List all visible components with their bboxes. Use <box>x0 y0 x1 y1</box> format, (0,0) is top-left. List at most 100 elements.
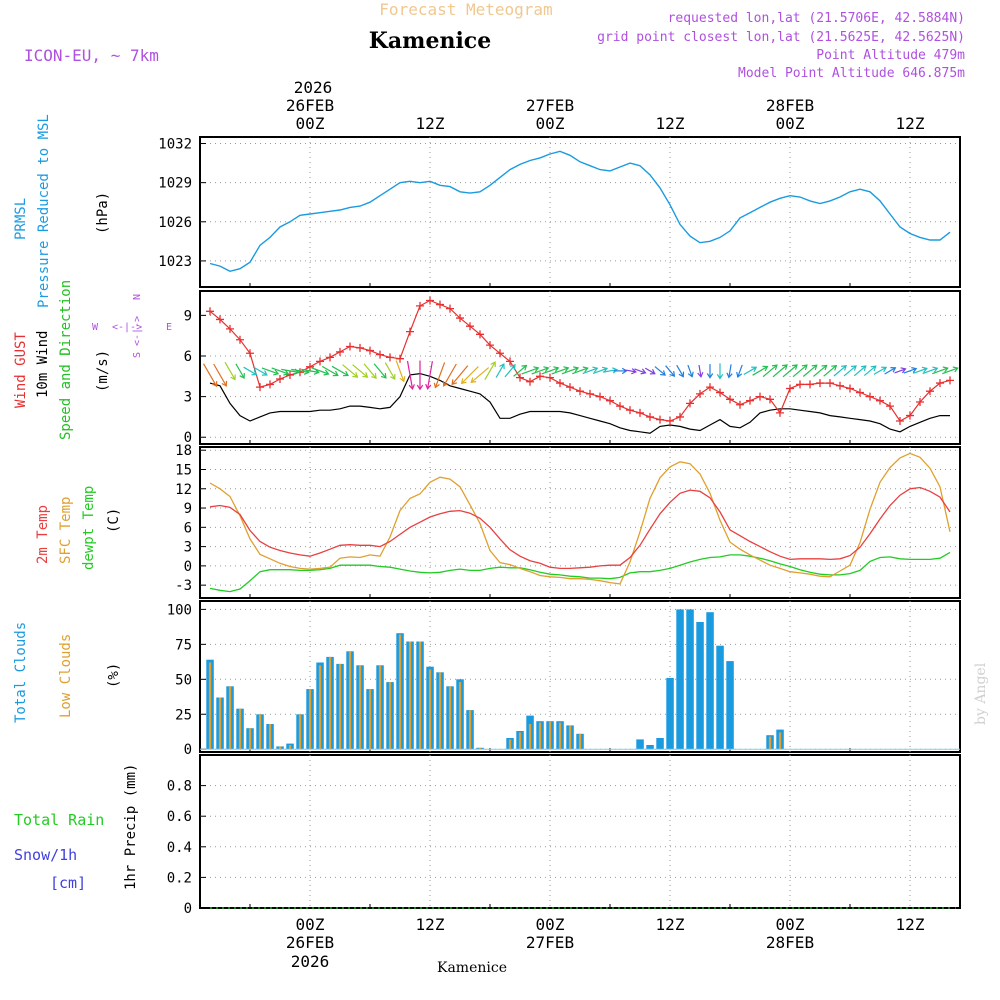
gust-marker <box>846 384 854 393</box>
wind-direction-arrowhead <box>942 366 949 373</box>
gust-marker <box>916 398 924 407</box>
gust-marker <box>286 370 294 379</box>
sfc-temp-line <box>209 452 951 585</box>
wind-direction-arrowhead <box>706 373 714 379</box>
wind-direction-arrowhead <box>831 364 838 371</box>
wind-direction-arrow <box>261 367 279 375</box>
wind-direction-arrowhead <box>239 372 245 379</box>
y-tick-label: 25 <box>175 707 192 723</box>
gust-marker <box>716 388 724 397</box>
gust-marker <box>396 354 404 363</box>
wind-direction-arrowhead <box>451 379 458 386</box>
wind-direction-arrowhead <box>762 365 769 372</box>
wind-direction-arrowhead <box>726 372 733 379</box>
gust-marker <box>926 387 934 396</box>
total-cloud-bar <box>726 661 734 750</box>
wind-direction-arrow <box>602 369 618 373</box>
wind-direction-arrow <box>634 368 646 374</box>
wind-direction-arrow <box>873 366 887 375</box>
y-tick-label: 1026 <box>158 215 192 231</box>
wind-direction-arrowhead <box>251 369 258 376</box>
low-cloud-bar <box>388 682 392 750</box>
wind-direction-arrow <box>395 360 405 382</box>
requested-coords: requested lon,lat (21.5706E, 42.5884N) <box>668 11 965 26</box>
low-cloud-bar <box>778 732 782 750</box>
low-cloud-bar <box>468 710 472 750</box>
wind-direction-arrow <box>470 367 490 383</box>
wind-direction-arrow <box>853 365 867 377</box>
y-tick-label: 3 <box>184 540 192 556</box>
wind-direction-arrowhead <box>640 368 647 375</box>
wind-direction-arrow <box>434 362 446 388</box>
location-title: Kamenice <box>369 28 491 54</box>
gust-marker <box>526 377 534 386</box>
wind-direction-arrow <box>782 364 798 378</box>
low-cloud-bar <box>438 672 442 750</box>
y-tick-label: 18 <box>175 443 192 459</box>
gust-marker <box>206 307 214 316</box>
wind-direction-arrowhead <box>678 371 685 378</box>
y-tick-label: -3 <box>175 578 192 594</box>
gust-marker <box>876 396 884 405</box>
t2m-label: 2m Temp <box>35 505 51 564</box>
wind-direction-arrow <box>644 367 656 375</box>
wind-direction-arrowhead <box>811 364 818 371</box>
y-tick-label: 0 <box>184 901 192 917</box>
y-tick-label: 50 <box>175 672 192 688</box>
wind-direction-arrow <box>772 364 788 378</box>
clouds-panel: 0 25 50 75 100 <box>167 600 961 758</box>
low-cloud-bar <box>268 724 272 750</box>
low-cloud-bar <box>338 663 342 750</box>
wind-direction-arrow <box>572 367 588 375</box>
low-cloud-bar <box>218 697 222 750</box>
ms-label: (m/s) <box>95 350 111 392</box>
wind-direction-arrowhead <box>601 366 609 373</box>
footer-location: Kamenice <box>437 960 507 976</box>
wind-direction-arrow <box>384 362 396 380</box>
wind-direction-arrow <box>654 366 666 376</box>
gust-marker <box>636 408 644 417</box>
wind-direction-arrowhead <box>697 371 704 378</box>
wind-direction-arrow <box>792 364 808 378</box>
wind-direction-arrowhead <box>952 366 959 373</box>
wind-direction-arrow <box>504 364 516 378</box>
top-time-label: 00Z <box>296 114 325 133</box>
low-cloud-bar <box>508 739 512 750</box>
y-tick-label: 0.8 <box>167 779 192 795</box>
wind-direction-arrow <box>311 367 329 375</box>
wind-direction-arrowhead <box>716 373 724 380</box>
gust-marker <box>356 343 364 352</box>
wind-direction-arrowhead <box>332 370 339 377</box>
wind-direction-arrowhead <box>261 370 268 376</box>
panel-frame <box>199 290 961 445</box>
wind-direction-arrow <box>541 367 559 375</box>
wind-direction-arrow <box>451 365 469 385</box>
low-cloud-bar <box>308 689 312 750</box>
wind-direction-arrow <box>932 367 948 375</box>
compass-e: E <box>166 322 172 333</box>
wind10m-label: 10m Wind <box>35 331 51 398</box>
wind-direction-arrowhead <box>631 368 638 375</box>
low-cloud-bar <box>318 665 322 750</box>
watermark: by Angel <box>973 662 989 725</box>
low-cloud-bar <box>768 736 772 750</box>
dewpoint-line <box>209 551 951 593</box>
wind-direction-arrowhead <box>390 373 396 380</box>
wind-direction-arrowhead <box>380 372 387 379</box>
wind-direction-arrow <box>513 365 527 377</box>
wind-direction-arrow <box>373 363 387 379</box>
compass-ns-arrows: <-|-> <box>132 316 143 346</box>
sfc-label: SFC Temp <box>58 497 74 564</box>
wind-direction-arrow <box>443 363 457 387</box>
panel-frame <box>199 600 961 753</box>
low-cloud-bar <box>208 662 212 750</box>
gust-marker <box>836 381 844 390</box>
top-time-label: 00Z <box>776 114 805 133</box>
wind-direction-arrowhead <box>323 369 330 376</box>
gust-marker <box>646 412 654 421</box>
low-cloud-bar <box>258 714 262 750</box>
low-clouds-label: Low Clouds <box>58 634 74 718</box>
wind-direction-arrowhead <box>371 373 377 379</box>
y-tick-label: 15 <box>175 462 192 478</box>
